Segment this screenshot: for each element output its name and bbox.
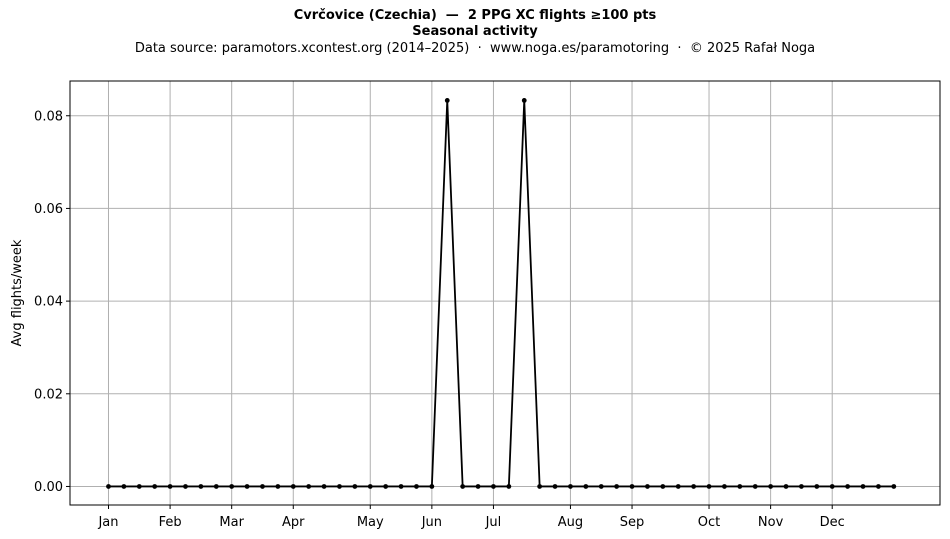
x-tick-label: Jul [485, 515, 502, 530]
data-point [552, 484, 558, 489]
y-tick-label: 0.06 [34, 202, 63, 217]
x-tick-label: Apr [282, 515, 305, 530]
data-point [152, 484, 158, 489]
series-line [108, 99, 894, 488]
data-point [383, 484, 389, 489]
x-tick-label: Jun [421, 515, 442, 530]
data-point [290, 484, 296, 489]
grid-lines [70, 81, 940, 505]
data-point [491, 484, 496, 489]
data-point [860, 484, 866, 489]
chart-subtitle: Data source: paramotors.xcontest.org (20… [134, 41, 816, 56]
data-point [398, 484, 404, 489]
chart-title-line2: Seasonal activity [412, 24, 538, 39]
y-tick-label: 0.04 [34, 295, 63, 310]
data-point [183, 484, 188, 489]
data-point [876, 484, 881, 489]
data-point [444, 98, 450, 103]
data-point [414, 484, 419, 489]
data-point [260, 484, 265, 489]
data-point [229, 484, 235, 489]
data-point [337, 484, 342, 489]
data-point [352, 484, 358, 489]
data-point [275, 484, 281, 489]
data-point [845, 484, 851, 489]
data-point [814, 484, 820, 489]
chart-title: Cvrčovice (Czechia) — 2 PPG XC flights ≥… [293, 8, 657, 23]
data-point [521, 98, 527, 103]
data-point [675, 484, 681, 489]
x-tick-label: Feb [159, 515, 182, 530]
data-point [752, 484, 758, 489]
y-tick-label: 0.08 [34, 109, 63, 124]
x-tick-label: Mar [219, 515, 244, 530]
x-tick-label: Nov [758, 515, 784, 530]
data-point [121, 484, 127, 489]
x-tick-label: Aug [558, 515, 583, 530]
x-tick-label: Dec [820, 515, 845, 530]
axis-ticks: Jan Feb Mar Apr May Jun Jul Aug Sep Oct Nov Dec 0.00… [34, 109, 845, 530]
data-point [106, 484, 111, 489]
data-point [645, 484, 650, 489]
data-point [706, 484, 712, 489]
data-point [136, 484, 142, 489]
data-point [321, 484, 327, 489]
series-layer [106, 98, 897, 489]
x-tick-label: Sep [620, 515, 645, 530]
data-point [213, 484, 219, 489]
data-point [367, 484, 373, 489]
chart-title-block: Cvrčovice (Czechia) — 2 PPG XC flights ≥… [0, 8, 950, 57]
x-tick-label: May [357, 515, 384, 530]
data-point [799, 484, 804, 489]
data-point [891, 484, 897, 489]
data-point [460, 484, 466, 489]
data-point [583, 484, 589, 489]
x-tick-label: Jan [97, 515, 118, 530]
data-point [768, 484, 774, 489]
data-point [475, 484, 481, 489]
data-point [691, 484, 697, 489]
data-point [598, 484, 604, 489]
data-point [660, 484, 666, 489]
data-point [167, 484, 173, 489]
data-point [737, 484, 743, 489]
data-point [614, 484, 620, 489]
data-point [722, 484, 727, 489]
data-point [829, 484, 835, 489]
data-point [629, 484, 635, 489]
x-tick-label: Oct [698, 515, 720, 530]
data-point [306, 484, 312, 489]
data-point [506, 484, 512, 489]
data-point [783, 484, 789, 489]
data-point [537, 484, 543, 489]
plot-frame [69, 80, 941, 506]
data-point [244, 484, 250, 489]
y-tick-label: 0.00 [34, 480, 63, 495]
data-point [568, 484, 573, 489]
data-point [429, 484, 435, 489]
y-tick-label: 0.02 [34, 387, 63, 402]
data-point [198, 484, 204, 489]
y-axis-label: Avg flights/week [10, 239, 25, 346]
